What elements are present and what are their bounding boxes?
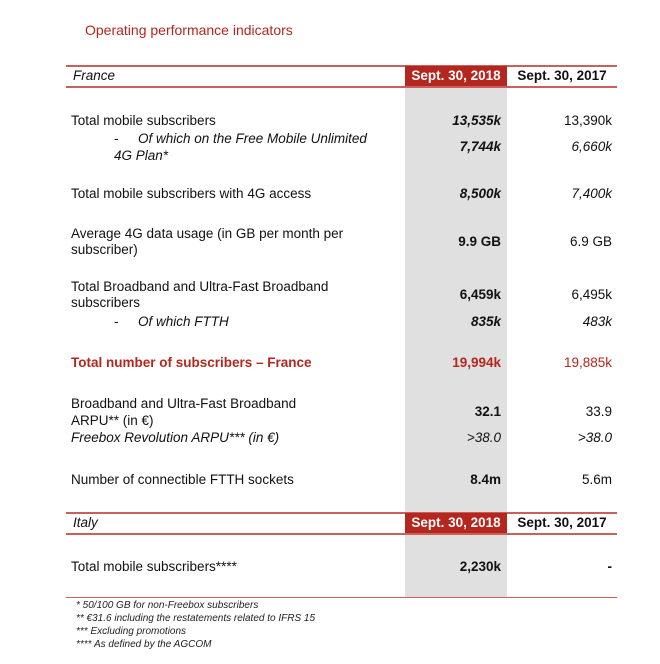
footnote: * 50/100 GB for non-Freebox subscribers — [76, 600, 259, 611]
column-header-2018: Sept. 30, 2018 — [405, 66, 507, 86]
row-label: Total mobile subscribers**** — [71, 559, 237, 574]
row-label: Freebox Revolution ARPU*** (in €) — [71, 430, 280, 445]
rule — [66, 512, 617, 514]
value-2018: 32.1 — [474, 404, 501, 419]
rule — [66, 597, 617, 598]
highlight-column-france — [405, 87, 507, 513]
value-2018: 7,744k — [459, 139, 501, 154]
value-2017: 33.9 — [585, 404, 612, 419]
sub-item-dash: - — [114, 314, 119, 329]
total-value-2017: 19,885k — [563, 355, 612, 370]
value-2018: 8.4m — [470, 472, 501, 487]
value-2017: 7,400k — [571, 186, 612, 201]
value-2017: - — [607, 559, 613, 574]
value-2017: 5.6m — [581, 472, 612, 487]
footnote: ** €31.6 including the restatements rela… — [76, 613, 316, 624]
value-2018: 2,230k — [459, 559, 501, 574]
value-2017: >38.0 — [577, 430, 612, 445]
row-label: Number of connectible FTTH sockets — [71, 472, 294, 487]
highlight-column-italy — [405, 533, 507, 597]
rule — [66, 65, 617, 67]
section-label-italy: Italy — [73, 515, 98, 530]
value-2018: 13,535k — [452, 113, 501, 128]
row-label: 4G Plan* — [114, 148, 169, 163]
value-2017: 483k — [582, 314, 612, 329]
value-2018: >38.0 — [466, 430, 501, 445]
row-label: subscriber) — [71, 242, 138, 257]
total-label-france: Total number of subscribers – France — [71, 355, 312, 370]
row-label: Total Broadband and Ultra-Fast Broadband — [71, 279, 329, 294]
rule — [66, 533, 617, 535]
value-2017: 6,660k — [571, 139, 612, 154]
column-header-2017: Sept. 30, 2017 — [517, 515, 607, 530]
sub-item-dash: - — [114, 131, 119, 146]
column-header-2017: Sept. 30, 2017 — [517, 68, 607, 83]
value-2018: 835k — [470, 314, 501, 329]
row-label: subscribers — [71, 295, 141, 310]
value-2018: 9.9 GB — [458, 234, 501, 249]
column-header-2018: Sept. 30, 2018 — [405, 513, 507, 533]
row-label: Of which on the Free Mobile Unlimited — [138, 131, 367, 146]
value-2018: 8,500k — [459, 186, 501, 201]
row-label: Broadband and Ultra-Fast Broadband — [71, 396, 297, 411]
footnote: **** As defined by the AGCOM — [76, 639, 212, 650]
row-label: Of which FTTH — [138, 314, 229, 329]
section-label-france: France — [73, 68, 116, 83]
page-title: Operating performance indicators — [85, 22, 293, 38]
value-2017: 6,495k — [571, 287, 612, 302]
row-label: Average 4G data usage (in GB per month p… — [71, 226, 344, 241]
value-2018: 6,459k — [459, 287, 501, 302]
footnote: *** Excluding promotions — [76, 626, 187, 637]
value-2017: 6.9 GB — [569, 234, 612, 249]
row-label: Total mobile subscribers with 4G access — [71, 186, 312, 201]
row-label: Total mobile subscribers — [71, 113, 216, 128]
row-label: ARPU** (in €) — [71, 413, 154, 428]
total-value-2018: 19,994k — [452, 355, 501, 370]
value-2017: 13,390k — [563, 113, 612, 128]
rule — [66, 86, 617, 88]
